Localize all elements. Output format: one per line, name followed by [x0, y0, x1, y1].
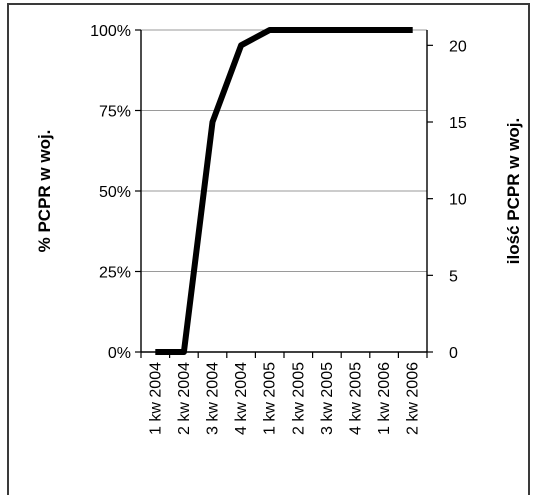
x-tick-label: 2 kw 2005 — [290, 362, 307, 435]
right-tick-label: 20 — [449, 38, 467, 55]
left-axis-ticks: 0% 25% 50% 75% 100% — [90, 23, 141, 362]
x-tick-label: 3 kw 2005 — [319, 362, 336, 435]
x-tick-label: 2 kw 2006 — [405, 362, 422, 435]
x-tick-label: 1 kw 2006 — [376, 362, 393, 435]
x-tick-label: 1 kw 2004 — [147, 362, 164, 435]
left-tick-label: 75% — [99, 104, 131, 121]
y-axis-left-title: % PCPR w woj. — [35, 130, 54, 253]
x-tick-label: 4 kw 2004 — [233, 362, 250, 435]
y-axis-right-title: ilość PCPR w woj. — [504, 118, 523, 264]
right-tick-label: 10 — [449, 192, 467, 209]
x-axis-ticks: 1 kw 2004 2 kw 2004 3 kw 2004 4 kw 2004 1 kw… — [140, 352, 428, 435]
x-tick-label: 3 kw 2004 — [205, 362, 222, 435]
left-tick-label: 50% — [99, 184, 131, 201]
x-tick-label: 2 kw 2004 — [176, 362, 193, 435]
series — [155, 27, 413, 355]
left-tick-label: 0% — [108, 345, 131, 362]
right-tick-label: 15 — [449, 115, 467, 132]
right-tick-label: 5 — [449, 268, 458, 285]
right-tick-label: 0 — [449, 345, 458, 362]
x-tick-label: 1 kw 2005 — [262, 362, 279, 435]
series-line — [155, 27, 413, 355]
right-axis-ticks: 0 5 10 15 20 — [427, 38, 467, 362]
left-tick-label: 100% — [90, 23, 131, 40]
x-tick-label: 4 kw 2005 — [348, 362, 365, 435]
left-tick-label: 25% — [99, 265, 131, 282]
